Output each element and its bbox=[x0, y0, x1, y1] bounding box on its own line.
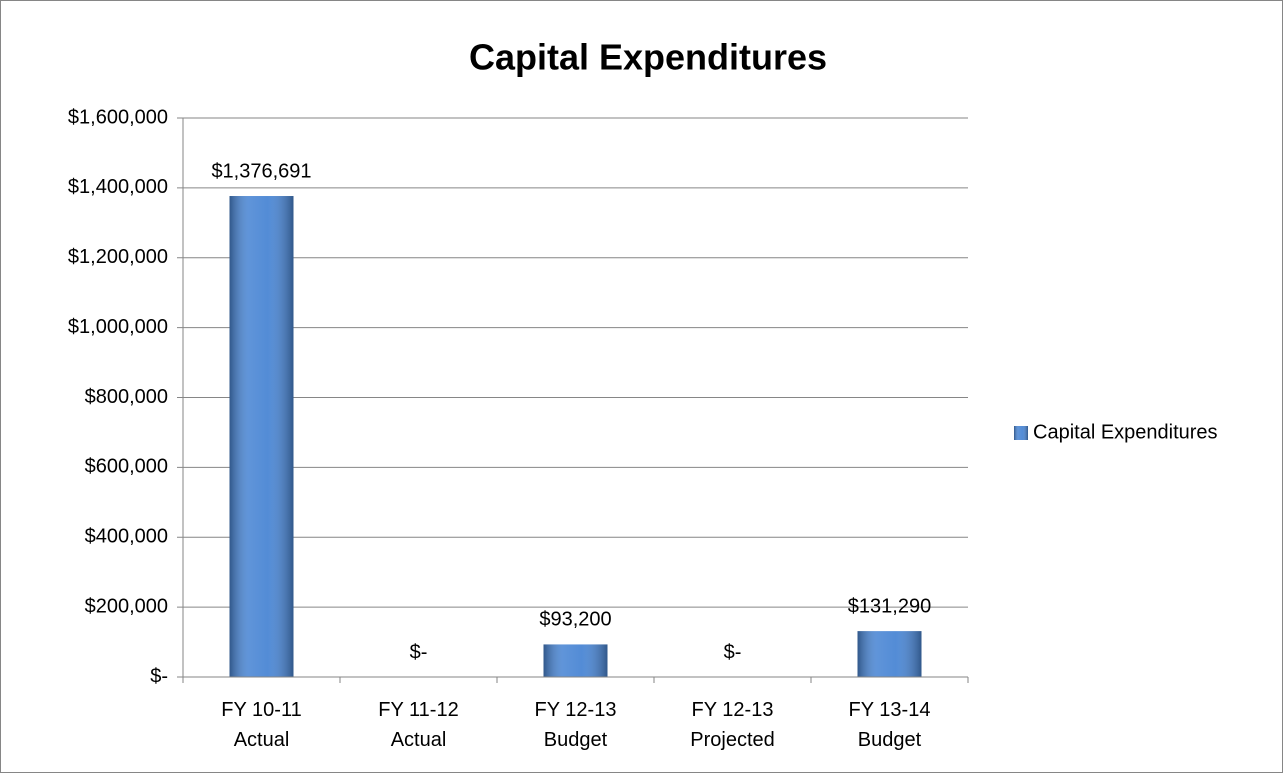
y-tick-label: $1,200,000 bbox=[68, 246, 168, 268]
x-tick-label: FY 12-13 Budget bbox=[535, 699, 617, 751]
x-tick-label: FY 12-13 Projected bbox=[690, 699, 775, 751]
bar-shade bbox=[543, 644, 608, 677]
data-label: $93,200 bbox=[539, 609, 611, 631]
x-tick-label: FY 11-12 Actual bbox=[378, 699, 458, 751]
y-tick-label: $1,400,000 bbox=[68, 176, 168, 198]
bar-shade bbox=[229, 196, 294, 677]
x-tick-label: FY 10-11 Actual bbox=[221, 699, 301, 751]
data-label: $- bbox=[410, 641, 428, 663]
y-tick-label: $1,000,000 bbox=[68, 316, 168, 338]
legend-swatch-shade bbox=[1014, 426, 1028, 440]
data-label: $- bbox=[724, 641, 742, 663]
data-label: $1,376,691 bbox=[211, 160, 311, 182]
x-tick-label: FY 13-14 Budget bbox=[849, 699, 931, 751]
y-tick-label: $200,000 bbox=[85, 595, 168, 617]
data-label: $131,290 bbox=[848, 595, 931, 617]
y-tick-label: $1,600,000 bbox=[68, 106, 168, 128]
legend-label: Capital Expenditures bbox=[1033, 421, 1218, 443]
y-tick-label: $800,000 bbox=[85, 386, 168, 408]
y-tick-label: $600,000 bbox=[85, 456, 168, 478]
y-tick-label: $400,000 bbox=[85, 526, 168, 548]
bar-shade bbox=[857, 631, 922, 677]
chart-title: Capital Expenditures bbox=[469, 37, 827, 78]
y-tick-label: $- bbox=[150, 665, 168, 687]
